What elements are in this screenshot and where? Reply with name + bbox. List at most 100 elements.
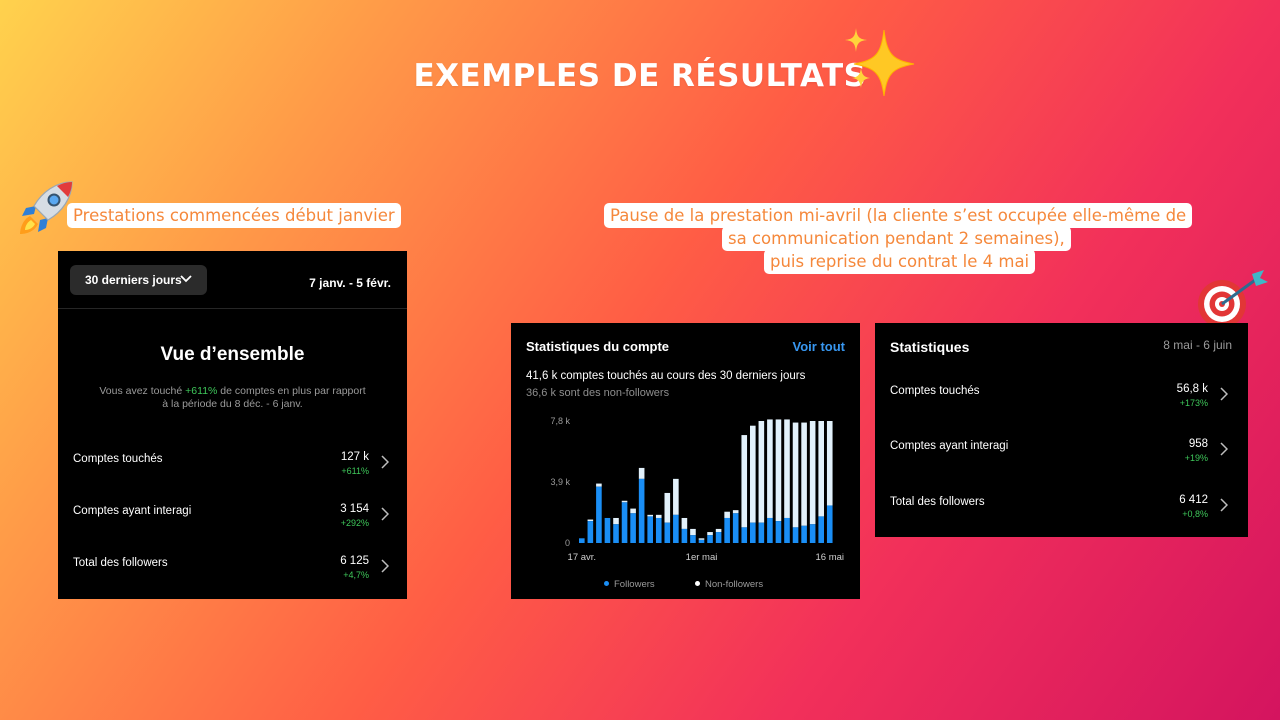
metric-row-followers[interactable]: Total des followers 6 412 +0,8%	[875, 492, 1248, 532]
reached-summary: 41,6 k comptes touchés au cours des 30 d…	[526, 370, 806, 382]
bar-followers	[707, 535, 713, 543]
metric-label: Comptes ayant interagi	[73, 505, 192, 517]
bar-non-followers	[638, 467, 645, 479]
bar-non-followers	[698, 538, 705, 540]
bar-non-followers	[681, 517, 688, 529]
bar-non-followers	[690, 528, 696, 536]
bar-followers	[801, 525, 807, 543]
account-stats-card: 0 3,9 k 7,8 k 17 avr. 1er mai 16 mai Statisti…	[511, 323, 860, 599]
chevron-right-icon	[1220, 442, 1228, 456]
metric-value: 56,8 k	[1176, 383, 1208, 395]
chevron-right-icon	[381, 507, 389, 521]
bar-non-followers	[801, 422, 807, 526]
metric-change: +0,8%	[1182, 509, 1208, 519]
bar-non-followers	[792, 422, 799, 528]
metric-row-engaged[interactable]: Comptes ayant interagi 958 +19%	[875, 436, 1248, 476]
overview-title: Vue d’ensemble	[160, 344, 305, 365]
bar-non-followers	[809, 421, 816, 525]
metric-change: +4,7%	[343, 570, 369, 580]
stats-date-range: 8 mai - 6 juin	[1163, 338, 1232, 352]
bar-followers	[767, 517, 773, 543]
metric-change: +292%	[340, 518, 369, 528]
metric-change: +611%	[341, 466, 369, 476]
bar-followers	[638, 478, 645, 543]
stats-card: Statistiques 8 mai - 6 juin Comptes touc…	[875, 323, 1248, 537]
bar-followers	[741, 527, 748, 543]
bar-non-followers	[655, 514, 662, 518]
bar-followers	[579, 538, 585, 543]
sparkles-icon	[845, 28, 915, 96]
bar-non-followers	[596, 483, 602, 487]
metric-row-followers[interactable]: Total des followers 6 125 +4,7%	[58, 553, 407, 593]
target-icon	[1198, 270, 1268, 328]
bar-followers	[809, 524, 816, 543]
bar-followers	[724, 517, 730, 543]
x-tick-label: 17 avr.	[568, 552, 597, 563]
bar-non-followers	[621, 500, 628, 503]
bar-followers	[647, 516, 653, 543]
bar-followers	[690, 535, 696, 543]
metric-value: 127 k	[340, 451, 369, 463]
stacked-bar-chart: 0 3,9 k 7,8 k 17 avr. 1er mai 16 mai	[550, 416, 844, 563]
metric-value: 958	[1188, 438, 1208, 450]
bar-non-followers	[741, 435, 748, 528]
metric-change: +19%	[1184, 453, 1208, 463]
bar-non-followers	[715, 528, 722, 533]
bar-followers	[681, 528, 688, 543]
x-tick-label: 16 mai	[815, 552, 844, 563]
bar-followers	[630, 513, 636, 543]
y-tick-label: 3,9 k	[550, 477, 570, 487]
metric-change: +173%	[1179, 398, 1208, 408]
bar-followers	[784, 517, 790, 543]
date-range-dropdown[interactable]: 30 derniers jours	[70, 265, 207, 295]
bar-non-followers	[818, 421, 824, 517]
note-right-line-1: Pause de la prestation mi-avril (la clie…	[604, 203, 1193, 228]
bar-followers	[715, 532, 722, 543]
bar-non-followers	[826, 421, 833, 506]
metric-row-reached[interactable]: Comptes touchés 56,8 k +173%	[875, 381, 1248, 421]
note-right-line-2: sa communication pendant 2 semaines),	[722, 226, 1071, 251]
bar-non-followers	[784, 419, 790, 518]
chevron-right-icon	[381, 559, 389, 573]
account-stats-title: Statistiques du compte	[526, 339, 670, 354]
bar-followers	[664, 522, 671, 543]
bar-non-followers	[758, 421, 765, 523]
bar-non-followers	[587, 519, 594, 522]
bar-non-followers	[707, 532, 713, 536]
overview-date-range: 7 janv. - 5 févr.	[309, 276, 391, 290]
metric-row-reached[interactable]: Comptes touchés 127 k +611%	[58, 449, 407, 489]
bar-followers	[775, 521, 782, 543]
stats-title: Statistiques	[890, 339, 970, 355]
bar-followers	[587, 521, 594, 543]
legend-followers: Followers	[604, 579, 655, 590]
legend-non-followers: Non-followers	[695, 579, 763, 590]
metric-value: 3 154	[340, 503, 369, 515]
metric-label: Total des followers	[73, 557, 168, 569]
metric-value: 6 125	[340, 555, 369, 567]
bar-followers	[750, 522, 756, 543]
overview-card: 30 derniers jours 7 janv. - 5 févr. Vue …	[58, 251, 407, 599]
chevron-down-icon	[180, 275, 192, 283]
rocket-icon	[20, 181, 73, 234]
chevron-right-icon	[1220, 387, 1228, 401]
bar-followers	[732, 513, 739, 543]
non-followers-summary: 36,6 k sont des non-followers	[526, 387, 670, 399]
y-tick-label: 7,8 k	[550, 416, 570, 426]
metric-label: Comptes ayant interagi	[890, 440, 1009, 452]
see-all-link[interactable]: Voir tout	[792, 339, 845, 354]
bar-followers	[826, 505, 833, 543]
bar-non-followers	[664, 492, 671, 523]
metric-label: Total des followers	[890, 496, 985, 508]
metric-row-engaged[interactable]: Comptes ayant interagi 3 154 +292%	[58, 501, 407, 541]
bar-non-followers	[724, 511, 730, 518]
note-left: Prestations commencées début janvier	[67, 203, 401, 228]
bar-non-followers	[630, 508, 636, 514]
overview-description: Vous avez touché +611% de comptes en plu…	[99, 385, 366, 410]
bar-followers	[792, 527, 799, 543]
bar-followers	[596, 486, 602, 543]
bar-followers	[673, 514, 679, 543]
metric-label: Comptes touchés	[890, 385, 980, 397]
bar-followers	[758, 522, 765, 543]
metric-value: 6 412	[1179, 494, 1208, 506]
bar-followers	[613, 524, 619, 543]
